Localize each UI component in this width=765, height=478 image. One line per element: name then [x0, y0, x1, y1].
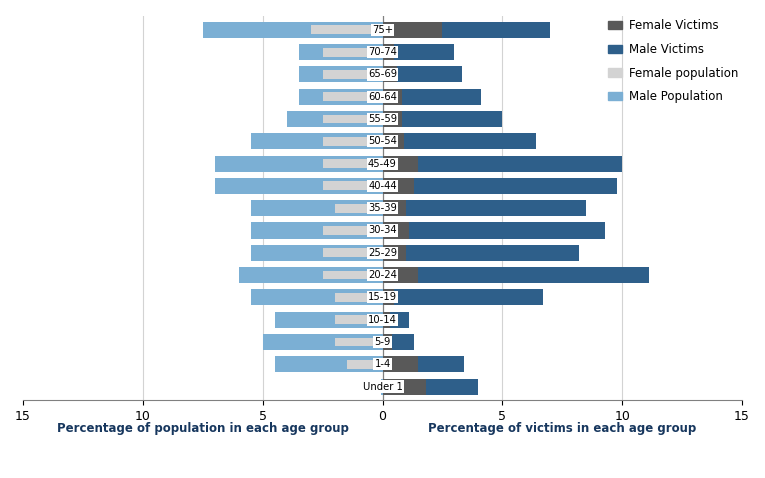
Bar	[382, 222, 409, 239]
Text: 30-34: 30-34	[368, 226, 397, 236]
Bar	[275, 356, 382, 372]
Bar	[382, 44, 395, 60]
Text: 60-64: 60-64	[368, 92, 397, 102]
Bar	[251, 133, 382, 149]
Text: 20-24: 20-24	[368, 270, 397, 280]
Bar	[215, 178, 382, 194]
Text: 70-74: 70-74	[368, 47, 397, 57]
Bar	[239, 267, 382, 283]
Bar	[425, 379, 478, 394]
Bar	[382, 289, 395, 305]
Bar	[334, 204, 382, 213]
Bar	[334, 293, 382, 302]
Bar	[406, 200, 586, 216]
Bar	[262, 334, 382, 350]
Bar	[298, 89, 382, 105]
Bar	[275, 312, 382, 328]
Text: 10-14: 10-14	[368, 315, 397, 325]
Bar	[382, 22, 442, 38]
Text: 45-49: 45-49	[368, 159, 397, 169]
Text: 75+: 75+	[372, 25, 393, 35]
Text: 15-19: 15-19	[368, 293, 397, 303]
Bar	[203, 22, 382, 38]
Bar	[442, 22, 550, 38]
Bar	[418, 356, 464, 372]
Bar	[392, 334, 414, 350]
Bar	[414, 178, 617, 194]
Bar	[404, 133, 536, 149]
Bar	[381, 382, 382, 391]
Bar	[395, 289, 543, 305]
Bar	[382, 89, 402, 105]
Bar	[382, 267, 418, 283]
Bar	[323, 115, 382, 123]
Bar	[381, 379, 382, 394]
Bar	[323, 48, 382, 56]
Bar	[347, 360, 382, 369]
Text: 35-39: 35-39	[368, 203, 397, 213]
Bar	[298, 66, 382, 82]
Text: 25-29: 25-29	[368, 248, 397, 258]
Bar	[418, 155, 622, 172]
Bar	[323, 159, 382, 168]
Bar	[382, 245, 406, 261]
Bar	[323, 92, 382, 101]
Bar	[406, 245, 579, 261]
Bar	[323, 226, 382, 235]
Bar	[251, 200, 382, 216]
Bar	[395, 44, 454, 60]
Bar	[311, 25, 382, 34]
Bar	[382, 200, 406, 216]
Text: Percentage of population in each age group: Percentage of population in each age gro…	[57, 422, 349, 435]
Bar	[382, 334, 392, 350]
Bar	[334, 337, 382, 347]
Bar	[402, 89, 480, 105]
Bar	[251, 289, 382, 305]
Bar	[323, 182, 382, 190]
Bar	[382, 66, 397, 82]
Bar	[251, 222, 382, 239]
Bar	[323, 137, 382, 146]
Bar	[323, 271, 382, 280]
Bar	[382, 379, 425, 394]
Bar	[409, 222, 605, 239]
Bar	[402, 111, 503, 127]
Bar	[382, 133, 404, 149]
Text: Percentage of victims in each age group: Percentage of victims in each age group	[428, 422, 696, 435]
Bar	[287, 111, 382, 127]
Bar	[382, 312, 389, 328]
Bar	[334, 315, 382, 324]
Text: 65-69: 65-69	[368, 69, 397, 79]
Bar	[382, 111, 402, 127]
Bar	[397, 66, 461, 82]
Bar	[418, 267, 649, 283]
Bar	[382, 155, 418, 172]
Bar	[389, 312, 409, 328]
Bar	[323, 70, 382, 79]
Legend: Female Victims, Male Victims, Female population, Male Population: Female Victims, Male Victims, Female pop…	[604, 15, 744, 108]
Bar	[298, 44, 382, 60]
Bar	[215, 155, 382, 172]
Bar	[382, 178, 414, 194]
Bar	[323, 249, 382, 257]
Text: 50-54: 50-54	[368, 136, 397, 146]
Text: Under 1: Under 1	[363, 381, 402, 391]
Text: 5-9: 5-9	[374, 337, 391, 347]
Bar	[251, 245, 382, 261]
Text: 55-59: 55-59	[368, 114, 397, 124]
Bar	[382, 356, 418, 372]
Text: 1-4: 1-4	[374, 359, 391, 369]
Text: 40-44: 40-44	[368, 181, 397, 191]
